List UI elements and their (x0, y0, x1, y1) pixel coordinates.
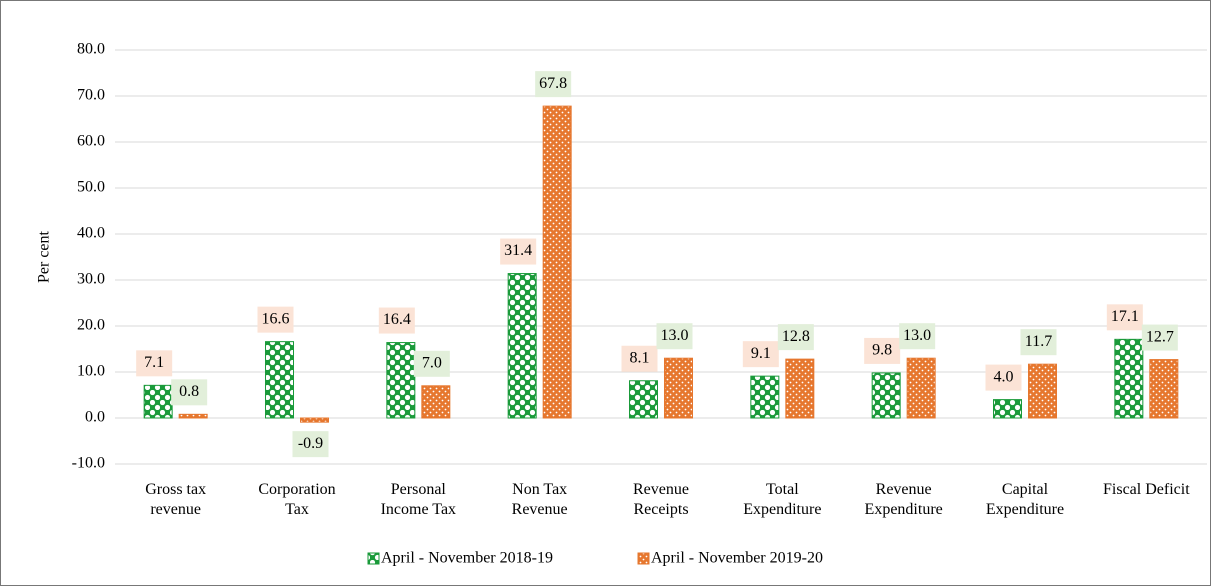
data-label: 0.8 (179, 383, 199, 400)
bar (421, 385, 451, 419)
x-tick-label: Gross tax revenue (145, 481, 207, 518)
bar (750, 375, 780, 419)
bar (664, 357, 693, 419)
y-tick-label: -10.0 (72, 455, 105, 472)
data-label-bg (656, 323, 693, 350)
data-label-bg (292, 431, 329, 458)
y-tick-label: 20.0 (77, 317, 105, 334)
y-tick-label: 70.0 (77, 87, 105, 104)
y-axis-title: Per cent (36, 230, 53, 283)
bar (300, 417, 329, 423)
y-tick-label: 50.0 (77, 179, 105, 196)
data-label-bg (1141, 324, 1178, 351)
bar (507, 273, 537, 419)
data-label: 67.8 (539, 75, 567, 92)
bar (143, 384, 173, 419)
legend-label: April - November 2018-19 (381, 550, 553, 567)
data-label: 17.1 (1111, 308, 1139, 325)
legend-swatch (637, 552, 650, 565)
data-label-bg (1106, 304, 1143, 331)
legend-label: April - November 2019-20 (651, 550, 823, 567)
data-label: 11.7 (1025, 333, 1052, 350)
x-tick-label: Revenue Receipts (633, 481, 689, 518)
y-tick-label: 0.0 (85, 409, 105, 426)
data-label-bg (378, 307, 415, 334)
data-label: -0.9 (298, 435, 323, 452)
data-label: 9.8 (872, 342, 892, 359)
data-label: 8.1 (630, 349, 650, 366)
data-label-bg (171, 379, 208, 406)
bar (1149, 359, 1179, 419)
data-label: 16.4 (383, 311, 411, 328)
x-tick-label: Fiscal Deficit (1103, 481, 1190, 498)
data-label: 31.4 (504, 242, 532, 259)
data-label-bg (136, 350, 173, 377)
data-label-bg (621, 345, 658, 372)
data-label: 12.7 (1146, 328, 1174, 345)
bar (871, 372, 901, 419)
data-label: 7.1 (144, 354, 164, 371)
data-label-bg (413, 350, 450, 377)
x-tick-label: Non Tax Revenue (511, 481, 568, 518)
data-label-bg (535, 71, 572, 98)
x-tick-label: Corporation Tax (258, 481, 336, 518)
bar (1114, 338, 1144, 419)
bar (265, 341, 294, 419)
bar (542, 105, 572, 419)
data-label: 7.0 (422, 354, 442, 371)
data-label: 13.0 (661, 327, 689, 344)
data-label-bg (257, 306, 294, 333)
y-tick-label: 80.0 (77, 41, 105, 58)
data-label: 13.0 (903, 327, 931, 344)
bar (629, 380, 658, 419)
legend-swatch (367, 552, 380, 565)
data-label-bg (500, 238, 537, 265)
data-label-bg (742, 341, 779, 368)
bar (785, 358, 815, 419)
data-label: 12.8 (782, 328, 810, 345)
bar (906, 357, 936, 419)
data-label-bg (864, 337, 901, 364)
x-tick-label: Revenue Expenditure (864, 481, 943, 518)
data-label-bg (777, 324, 814, 351)
data-label-bg (985, 364, 1022, 391)
x-tick-label: Capital Expenditure (985, 481, 1065, 518)
y-tick-label: 40.0 (77, 225, 105, 242)
data-label: 4.0 (994, 368, 1014, 385)
bar (178, 413, 208, 419)
x-tick-label: Personal Income Tax (380, 481, 457, 518)
data-label: 16.6 (262, 310, 290, 327)
data-label-bg (1020, 329, 1057, 356)
bar (1028, 363, 1057, 419)
bar (993, 399, 1022, 419)
x-tick-label: Total Expenditure (743, 481, 822, 518)
data-label-bg (899, 323, 936, 350)
data-label: 9.1 (751, 345, 771, 362)
y-tick-label: 30.0 (77, 271, 105, 288)
y-tick-label: 60.0 (77, 133, 105, 150)
bar (386, 342, 416, 419)
y-tick-label: 10.0 (77, 363, 105, 380)
